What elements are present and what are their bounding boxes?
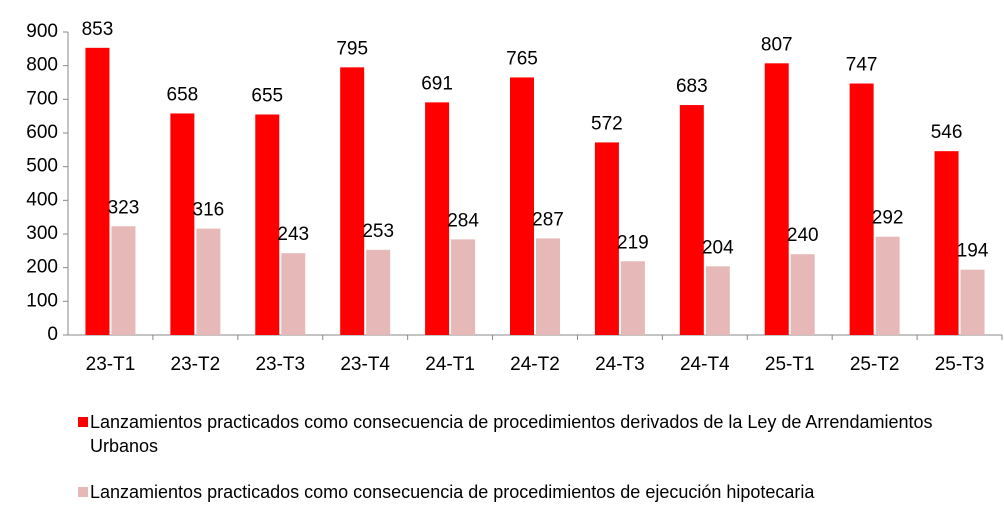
bar [960, 269, 985, 335]
y-tick-label: 400 [26, 189, 58, 210]
x-tick-label: 24-T3 [595, 354, 645, 375]
bar [620, 261, 645, 335]
value-label: 683 [676, 76, 708, 97]
legend: Lanzamientos practicados como consecuenc… [78, 410, 978, 526]
value-label: 292 [872, 208, 904, 229]
bar [281, 253, 306, 335]
bar [679, 105, 704, 335]
value-label: 691 [421, 73, 453, 94]
y-tick-label: 300 [26, 223, 58, 244]
value-label: 853 [82, 19, 114, 40]
x-tick-label: 25-T2 [850, 354, 900, 375]
bar [340, 67, 365, 335]
value-label: 287 [532, 209, 564, 230]
value-label: 546 [931, 122, 963, 143]
x-tick-label: 25-T3 [935, 354, 985, 375]
y-tick-label: 500 [26, 156, 58, 177]
value-label: 795 [336, 38, 368, 59]
x-tick-label: 24-T1 [425, 354, 475, 375]
bar [510, 77, 534, 335]
value-label: 655 [251, 85, 283, 106]
bar [366, 249, 391, 335]
value-label: 765 [506, 48, 538, 69]
bar [255, 114, 280, 335]
bar [594, 142, 619, 335]
legend-item: Lanzamientos practicados como consecuenc… [78, 480, 978, 504]
value-label: 747 [846, 55, 878, 76]
bar [111, 226, 136, 335]
y-tick-label: 100 [26, 290, 58, 311]
value-label: 284 [447, 210, 479, 231]
chart: 0 100 200 300 400 500 600 700 800 900 23-T1 853 323 2… [26, 19, 1003, 375]
y-tick-label: 700 [26, 88, 58, 109]
value-label: 572 [591, 113, 623, 134]
x-tick-label: 25-T1 [765, 354, 815, 375]
bar [425, 102, 450, 335]
legend-swatch [78, 417, 88, 427]
x-tick-label: 23-T4 [340, 354, 390, 375]
page: {"chart_data": {"type": "bar", "categori… [26, 18, 1003, 502]
legend-item: Lanzamientos practicados como consecuenc… [78, 410, 978, 458]
legend-label: Lanzamientos practicados como consecuenc… [90, 412, 933, 456]
y-tick-label: 800 [26, 55, 58, 76]
bar [196, 228, 221, 335]
value-label: 253 [362, 221, 394, 242]
bar [790, 254, 815, 335]
value-label: 316 [193, 200, 225, 221]
y-tick-label: 200 [26, 257, 58, 278]
x-tick-label: 23-T1 [86, 354, 136, 375]
bar [875, 236, 900, 335]
value-label: 240 [787, 225, 819, 246]
bar [85, 47, 110, 335]
value-label: 219 [617, 232, 649, 253]
value-label: 194 [957, 241, 989, 262]
x-tick-label: 24-T4 [680, 354, 730, 375]
bar [536, 238, 560, 335]
x-tick-label: 23-T2 [171, 354, 221, 375]
value-label: 807 [761, 34, 793, 55]
bar [849, 83, 874, 335]
value-label: 323 [108, 197, 140, 218]
bar [170, 113, 195, 336]
value-label: 243 [277, 224, 309, 245]
bar [764, 63, 789, 336]
bar [934, 151, 959, 335]
legend-label: Lanzamientos practicados como consecuenc… [90, 482, 815, 502]
bar [705, 266, 730, 335]
y-tick-label: 900 [26, 21, 58, 42]
bar [451, 239, 476, 335]
y-tick-label: 0 [47, 324, 58, 345]
value-label: 204 [702, 237, 734, 258]
x-tick-label: 24-T2 [510, 354, 560, 375]
legend-swatch [78, 487, 88, 497]
x-tick-label: 23-T3 [255, 354, 305, 375]
y-tick-label: 600 [26, 122, 58, 143]
value-label: 658 [167, 84, 199, 105]
